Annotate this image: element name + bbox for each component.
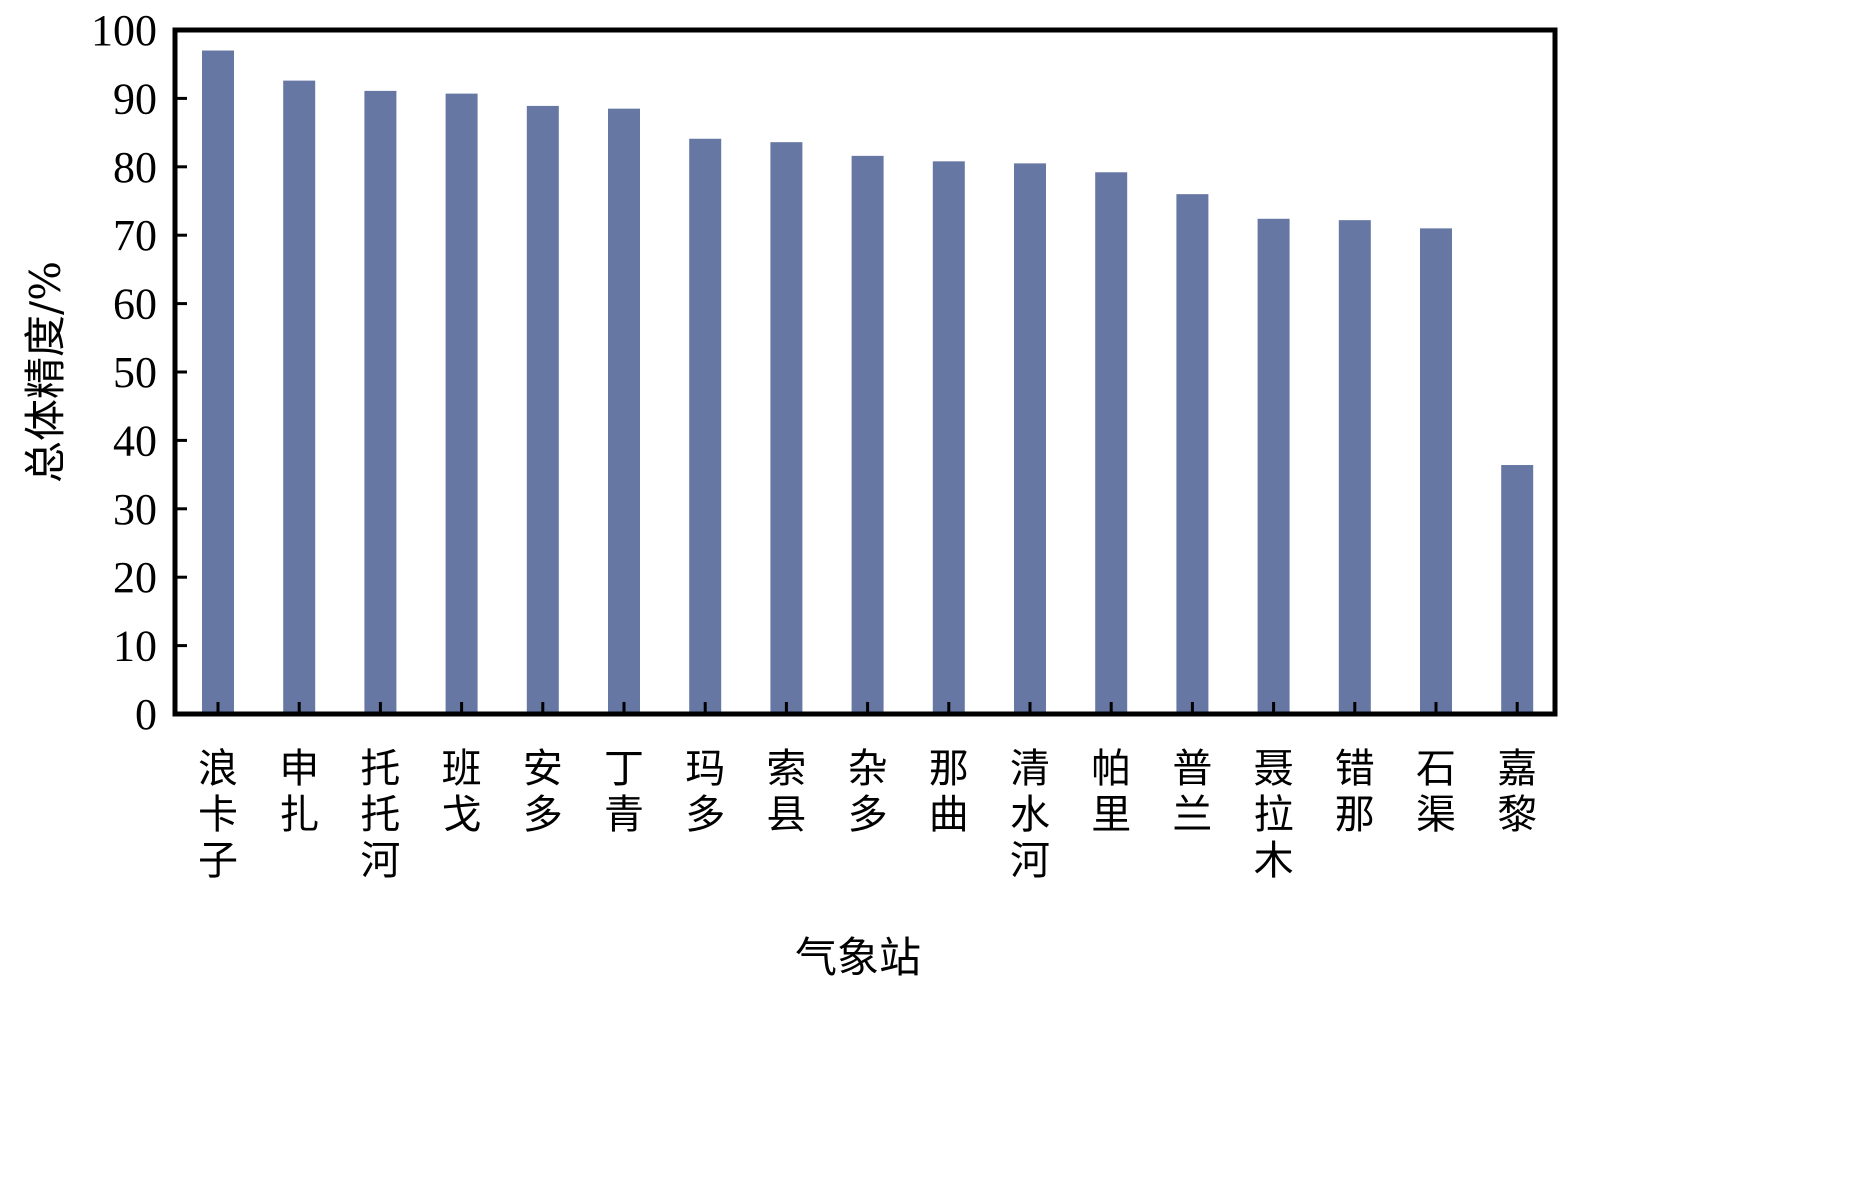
x-category-label: 帕里 xyxy=(1091,746,1131,838)
bar-2 xyxy=(283,80,316,715)
bar-7 xyxy=(689,138,722,715)
bars-layer xyxy=(202,50,1534,715)
y-tick-label: 60 xyxy=(113,280,157,329)
x-category-label: 浪卡子 xyxy=(198,746,238,884)
x-axis-title: 气象站 xyxy=(795,933,921,982)
bar-14 xyxy=(1257,218,1290,714)
x-category-label: 安多 xyxy=(523,746,563,838)
bar-3 xyxy=(364,90,397,715)
x-category-label: 玛多 xyxy=(685,746,725,838)
bar-8 xyxy=(770,142,803,714)
bar-11 xyxy=(1014,163,1046,714)
x-category-label: 申扎 xyxy=(279,746,319,838)
y-tick-label: 80 xyxy=(113,143,157,192)
y-tick-labels: 0 10 20 30 40 50 60 70 80 90 100 xyxy=(91,6,157,739)
x-category-label: 杂多 xyxy=(848,746,888,838)
bar-1 xyxy=(202,50,234,714)
x-category-label: 聂拉木 xyxy=(1254,746,1294,884)
x-category-label: 班戈 xyxy=(442,746,482,838)
x-category-label: 丁青 xyxy=(604,746,644,838)
bar-5 xyxy=(526,105,559,714)
x-category-label: 清水河 xyxy=(1010,746,1050,884)
bar-6 xyxy=(608,108,640,714)
x-category-label: 石渠 xyxy=(1416,746,1456,838)
bar-17 xyxy=(1501,465,1534,714)
x-category-label: 索县 xyxy=(766,746,806,838)
y-tick-label: 50 xyxy=(113,348,157,397)
bar-15 xyxy=(1338,220,1371,715)
y-axis-title: 总体精度/% xyxy=(21,261,70,483)
y-tick-label: 40 xyxy=(113,416,157,465)
plot-frame xyxy=(172,27,1558,717)
bar-9 xyxy=(851,155,884,714)
y-tick-label: 70 xyxy=(113,211,157,260)
y-tick-label: 100 xyxy=(91,6,157,55)
x-category-label: 嘉黎 xyxy=(1497,746,1537,838)
bar-10 xyxy=(932,161,965,714)
bar-4 xyxy=(445,93,478,714)
bar-13 xyxy=(1176,194,1209,714)
bar-chart: 0 10 20 30 40 50 60 70 80 90 100 浪卡子 申扎 托托河 班戈安多丁青玛多索… xyxy=(21,6,1558,982)
bar-16 xyxy=(1420,228,1452,715)
x-category-label: 托托河 xyxy=(360,746,400,884)
y-tick-label: 0 xyxy=(135,690,157,739)
y-tick-label: 10 xyxy=(113,622,157,671)
y-tick-label: 90 xyxy=(113,74,157,123)
x-category-label: 那曲 xyxy=(929,746,969,838)
y-tick-label: 20 xyxy=(113,553,157,602)
y-tick-label: 30 xyxy=(113,485,157,534)
x-category-label: 普兰 xyxy=(1172,746,1212,838)
bar-12 xyxy=(1095,172,1128,715)
x-category-label: 错那 xyxy=(1335,746,1375,838)
